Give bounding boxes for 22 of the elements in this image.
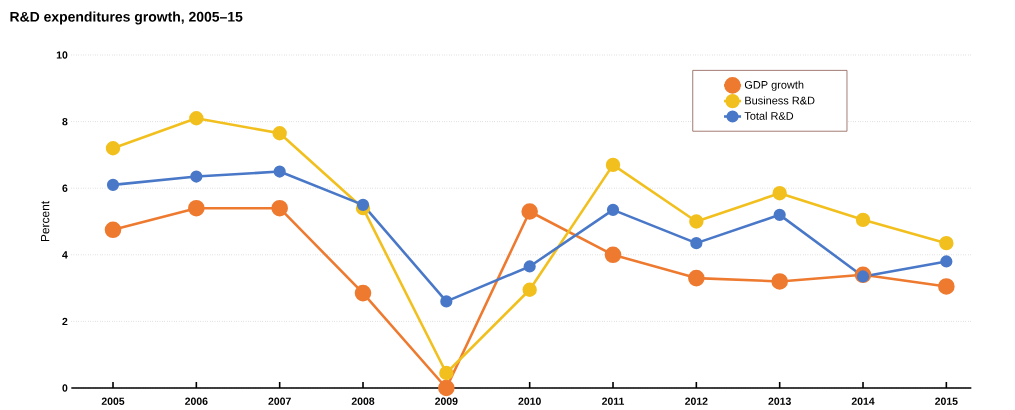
x-tick-label: 2013 — [768, 397, 791, 405]
x-tick-label: 2011 — [602, 397, 625, 405]
x-tick-label: 2007 — [268, 397, 291, 405]
legend-label: Total R&D — [744, 111, 794, 120]
y-tick-label: 0 — [62, 384, 68, 392]
x-tick-label: 2010 — [518, 397, 541, 405]
y-tick-label: 2 — [62, 317, 68, 326]
y-tick-label: 4 — [62, 251, 68, 259]
x-tick-label: 2014 — [851, 397, 875, 405]
legend-label: GDP growth — [744, 80, 804, 91]
x-tick-label: 2006 — [185, 397, 208, 405]
x-tick-label: 2008 — [351, 397, 375, 405]
y-axis-title: Percent — [41, 200, 50, 242]
x-tick-label: 2009 — [435, 397, 458, 405]
x-tick-label: 2012 — [685, 397, 708, 405]
y-tick-label: 10 — [56, 51, 68, 59]
chart-title: R&D expenditures growth, 2005–15 — [10, 11, 243, 25]
x-tick-label: 2005 — [101, 397, 125, 405]
legend-label: Business R&D — [745, 96, 815, 105]
y-tick-label: 6 — [62, 184, 68, 192]
y-tick-label: 8 — [62, 117, 68, 126]
x-tick-label: 2015 — [935, 397, 958, 405]
